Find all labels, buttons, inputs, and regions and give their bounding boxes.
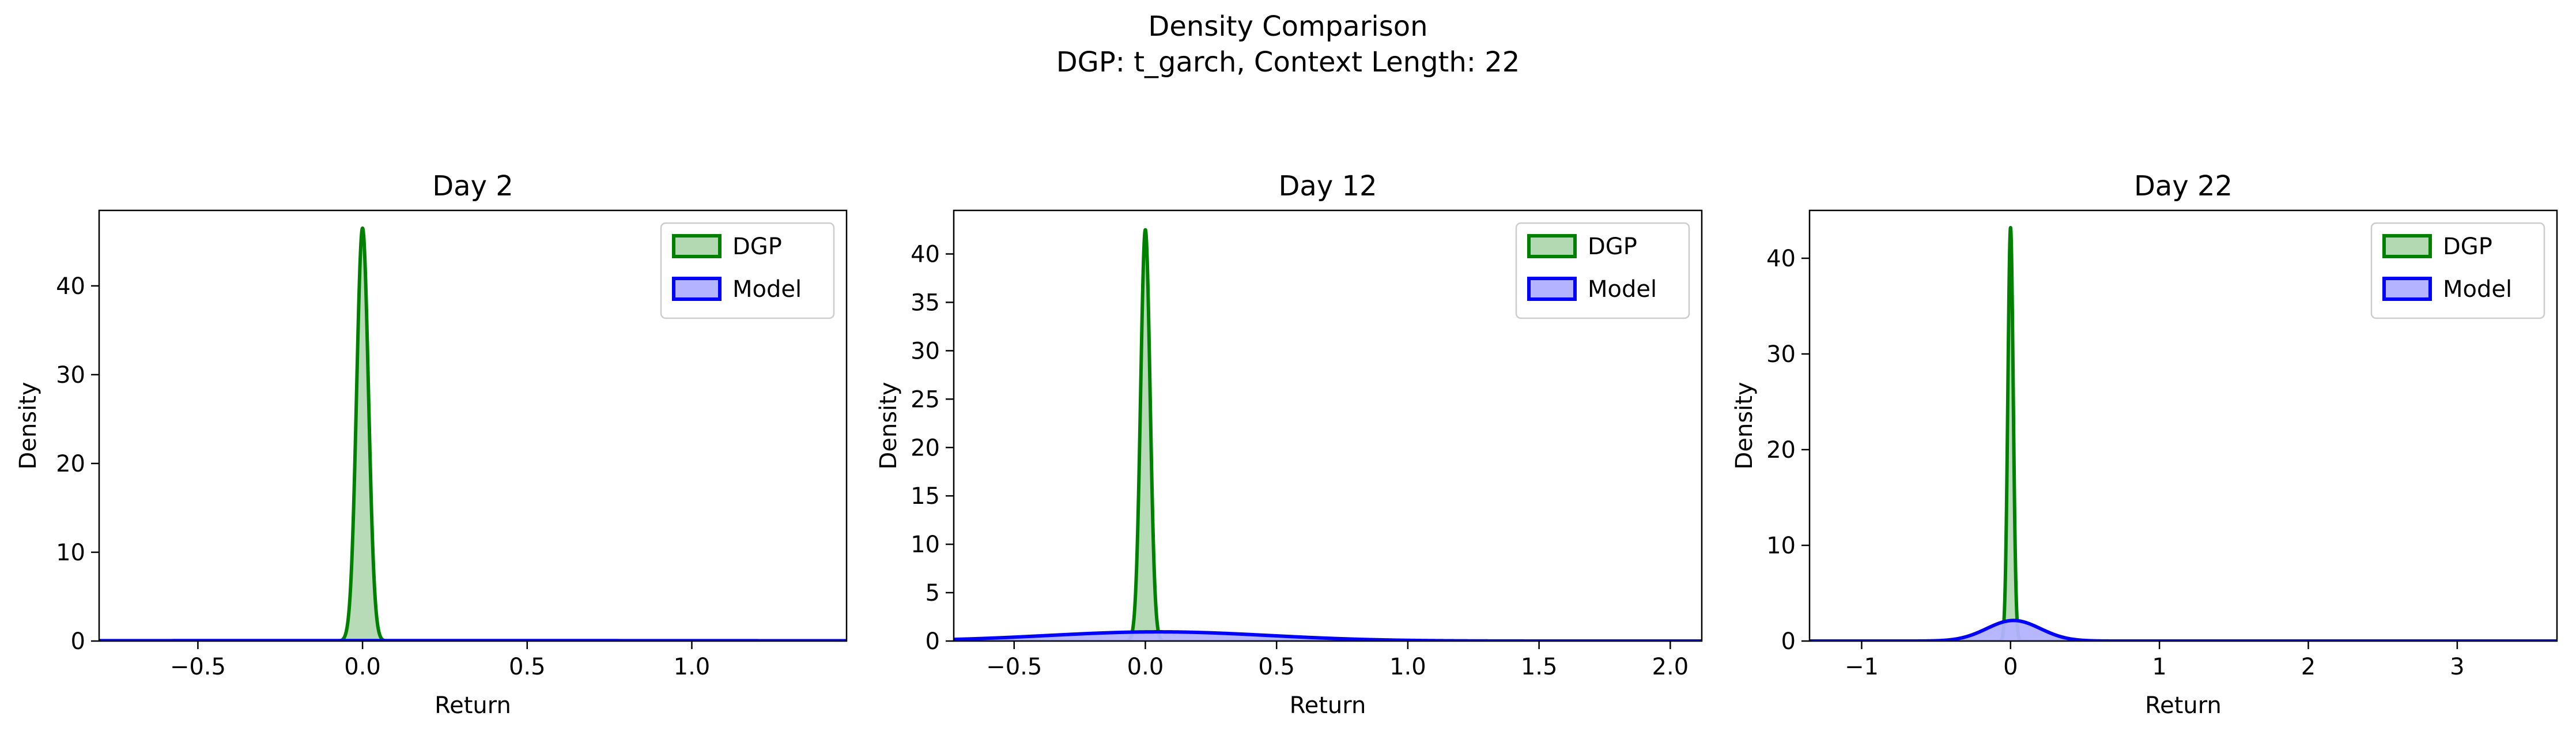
panel-title: Day 2	[432, 170, 513, 202]
legend-swatch-dgp	[1527, 234, 1577, 258]
legend-swatch-dgp	[672, 234, 722, 258]
plot-frame	[1808, 209, 2558, 642]
y-tick-label: 20	[1766, 437, 1796, 463]
figure-title: Density Comparison	[1148, 10, 1427, 43]
x-tick-label: 0	[2003, 654, 2018, 680]
y-tick-label: 20	[911, 435, 940, 461]
y-tick-label: 30	[1766, 341, 1796, 368]
legend-label-model: Model	[1588, 276, 1657, 303]
x-tick-label: 1	[2152, 654, 2166, 680]
y-tick-label: 25	[911, 386, 940, 413]
legend-swatch-model	[672, 277, 722, 301]
legend-swatch-model	[2382, 277, 2432, 301]
y-axis-label: Density	[1731, 382, 1758, 469]
x-tick-label: 0.5	[1258, 654, 1295, 680]
y-tick-label: 10	[1766, 533, 1796, 559]
legend-swatch-dgp	[2382, 234, 2432, 258]
x-tick-label: 1.0	[674, 654, 711, 680]
panel-title: Day 22	[2134, 170, 2233, 202]
legend-label-dgp: DGP	[2443, 233, 2492, 260]
legend: DGP Model	[2370, 222, 2545, 319]
x-axis-label: Return	[435, 692, 511, 719]
x-tick-label: −0.5	[986, 654, 1042, 680]
y-tick-label: 35	[911, 289, 940, 316]
panel-2: −0.5 0.0 0.5 1.0 1.5 2.0 0 5 10 15 20 25 30 35 40 Day 1…	[875, 170, 1703, 719]
y-tick-label: 0	[1781, 628, 1796, 655]
x-tick-label: 0.0	[1127, 654, 1164, 680]
y-tick-label: 40	[911, 242, 940, 268]
x-tick-label: 1.5	[1521, 654, 1558, 680]
y-tick-label: 10	[911, 532, 940, 558]
x-tick-label: 0.5	[509, 654, 546, 680]
y-axis-label: Density	[875, 382, 902, 469]
y-tick-label: 20	[56, 451, 85, 477]
figure-subtitle: DGP: t_garch, Context Length: 22	[1056, 46, 1520, 78]
y-axis-label: Density	[15, 382, 41, 469]
plot-frame	[953, 209, 1703, 642]
x-tick-label: 2.0	[1652, 654, 1689, 680]
series-model-area	[954, 632, 1702, 641]
legend: DGP Model	[1515, 222, 1690, 319]
series-dgp-area	[954, 229, 1702, 641]
panel-title: Day 12	[1278, 170, 1377, 202]
x-tick-label: 1.0	[1389, 654, 1426, 680]
y-tick-label: 10	[56, 540, 85, 566]
plot-frame	[98, 209, 848, 642]
y-tick-label: 5	[926, 580, 940, 606]
x-tick-label: 2	[2301, 654, 2316, 680]
legend-label-model: Model	[2443, 276, 2512, 303]
x-axis-label: Return	[2145, 692, 2222, 719]
y-tick-label: 30	[56, 362, 85, 389]
x-tick-label: 0.0	[344, 654, 381, 680]
y-tick-label: 0	[71, 628, 85, 655]
legend-label-dgp: DGP	[1588, 233, 1637, 260]
x-tick-label: −1	[1845, 654, 1879, 680]
y-tick-label: 30	[911, 338, 940, 364]
y-tick-label: 40	[1766, 246, 1796, 272]
legend-label-dgp: DGP	[732, 233, 782, 260]
legend-swatch-model	[1527, 277, 1577, 301]
legend: DGP Model	[660, 222, 835, 319]
x-tick-label: 3	[2450, 654, 2464, 680]
y-tick-label: 0	[926, 628, 940, 655]
y-tick-label: 40	[56, 273, 85, 300]
legend-label-model: Model	[732, 276, 802, 303]
x-axis-label: Return	[1290, 692, 1366, 719]
panel-1: −0.5 0.0 0.5 1.0 0 10 20 30 40 Day 2 Return Density…	[15, 170, 848, 719]
x-tick-label: −0.5	[170, 654, 226, 680]
y-tick-label: 15	[911, 483, 940, 510]
